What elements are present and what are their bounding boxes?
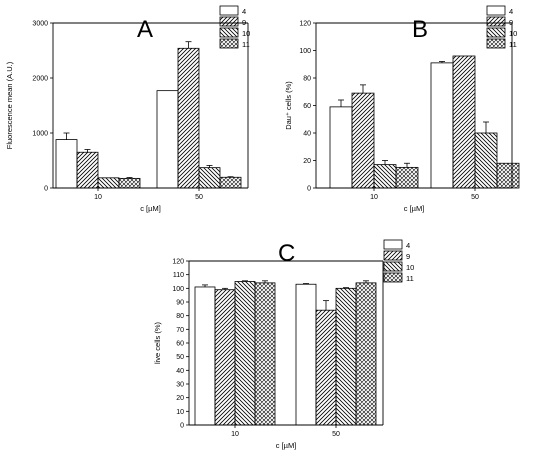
y-tick-label: 60 <box>303 103 311 110</box>
bar-series-9-50 <box>315 309 337 426</box>
legend-label: 4 <box>242 7 246 16</box>
y-axis-label: Dau⁺ cells (%) <box>284 81 293 130</box>
y-tick-label: 0 <box>180 423 184 430</box>
bar-series-4-50 <box>156 90 179 189</box>
bar-series-9-10 <box>76 151 99 189</box>
y-tick-label: 3000 <box>32 21 48 28</box>
bar-series-11-50 <box>219 176 242 189</box>
bar-series-10-50 <box>335 287 357 426</box>
panel-letter: A <box>137 16 153 43</box>
x-tick-label: 50 <box>195 194 203 201</box>
legend-label: 10 <box>242 29 250 38</box>
legend-swatch-4 <box>219 5 239 16</box>
legend-swatch-11 <box>486 38 506 49</box>
bar-series-4-50 <box>295 283 317 426</box>
x-tick-label: 10 <box>94 194 102 201</box>
bar-series-9-50 <box>177 47 200 189</box>
chart-panel-c: C 0 10 20 30 40 50 60 70 80 90 100 110 120 10 50 c [µM] l… <box>153 239 414 450</box>
y-tick-label: 2000 <box>32 76 48 83</box>
bar-series-11-50 <box>496 162 520 189</box>
bar-series-10-50 <box>474 132 498 189</box>
x-tick-label: 50 <box>471 194 479 201</box>
legend-swatch-10 <box>383 261 403 272</box>
legend-label: 4 <box>509 7 513 16</box>
y-tick-label: 80 <box>176 313 184 320</box>
legend-label: 9 <box>242 18 246 27</box>
bar-series-10-10 <box>373 164 397 189</box>
y-tick-label: 80 <box>303 76 311 83</box>
y-tick-label: 100 <box>299 48 311 55</box>
chart-panel-a: A 0 1000 2000 3000 10 50 c [µM] Fluorescence mea… <box>5 5 250 213</box>
x-axis-label: c [µM] <box>140 204 161 213</box>
y-tick-label: 40 <box>176 368 184 375</box>
legend-swatch-10 <box>219 27 239 38</box>
y-tick-label: 10 <box>176 409 184 416</box>
x-tick-label: 10 <box>231 431 239 438</box>
y-tick-label: 70 <box>176 327 184 334</box>
x-tick-label: 50 <box>332 431 340 438</box>
bar-series-11-10 <box>254 282 276 426</box>
legend-swatch-9 <box>486 16 506 27</box>
bar-series-9-50 <box>452 55 476 189</box>
x-axis-label: c [µM] <box>276 441 297 450</box>
y-tick-label: 100 <box>172 286 184 293</box>
x-tick-label: 10 <box>370 194 378 201</box>
bar-series-4-10 <box>194 286 216 426</box>
x-axis-label: c [µM] <box>404 204 425 213</box>
legend-label: 10 <box>509 29 517 38</box>
y-tick-label: 1000 <box>32 131 48 138</box>
legend-swatch-10 <box>486 27 506 38</box>
bar-series-4-10 <box>55 139 78 189</box>
bar-series-4-10 <box>329 106 353 189</box>
bar-series-10-50 <box>198 167 221 189</box>
bar-series-10-10 <box>234 281 256 426</box>
bar-series-11-10 <box>118 177 141 189</box>
y-axis-label: live cells (%) <box>153 321 162 364</box>
y-tick-label: 60 <box>176 341 184 348</box>
y-tick-label: 0 <box>307 186 311 193</box>
panel-letter: C <box>278 240 295 267</box>
bar-series-11-10 <box>395 166 419 189</box>
y-tick-label: 120 <box>299 21 311 28</box>
legend-swatch-11 <box>219 38 239 49</box>
legend-label: 9 <box>509 18 513 27</box>
bar-series-11-50 <box>355 282 377 426</box>
y-tick-label: 50 <box>176 354 184 361</box>
legend-swatch-4 <box>383 239 403 250</box>
legend-swatch-9 <box>383 250 403 261</box>
panel-letter: B <box>412 16 428 43</box>
bar-series-4-50 <box>430 62 454 189</box>
y-tick-label: 40 <box>303 131 311 138</box>
bar-series-10-10 <box>97 177 120 189</box>
bar-series-9-10 <box>351 92 375 189</box>
y-tick-label: 110 <box>173 272 184 279</box>
y-tick-label: 90 <box>176 300 184 307</box>
legend-label: 11 <box>242 40 250 49</box>
legend-swatch-4 <box>486 5 506 16</box>
legend-label: 9 <box>406 252 410 261</box>
legend-label: 4 <box>406 241 410 250</box>
y-tick-label: 0 <box>44 186 48 193</box>
legend-label: 11 <box>509 40 517 49</box>
y-tick-label: 120 <box>172 259 184 266</box>
y-axis-label: Fluorescence mean (A.U.) <box>5 61 14 149</box>
chart-panel-b: B 0 20 40 60 80 100 120 10 50 c [µM] Dau⁺ cells (%)… <box>284 5 520 213</box>
legend-label: 11 <box>406 274 414 283</box>
legend-swatch-9 <box>219 16 239 27</box>
y-tick-label: 30 <box>176 382 184 389</box>
y-tick-label: 20 <box>303 158 311 165</box>
legend-swatch-11 <box>383 272 403 283</box>
y-tick-label: 20 <box>176 395 184 402</box>
legend-label: 10 <box>406 263 414 272</box>
bar-series-9-10 <box>214 289 236 426</box>
